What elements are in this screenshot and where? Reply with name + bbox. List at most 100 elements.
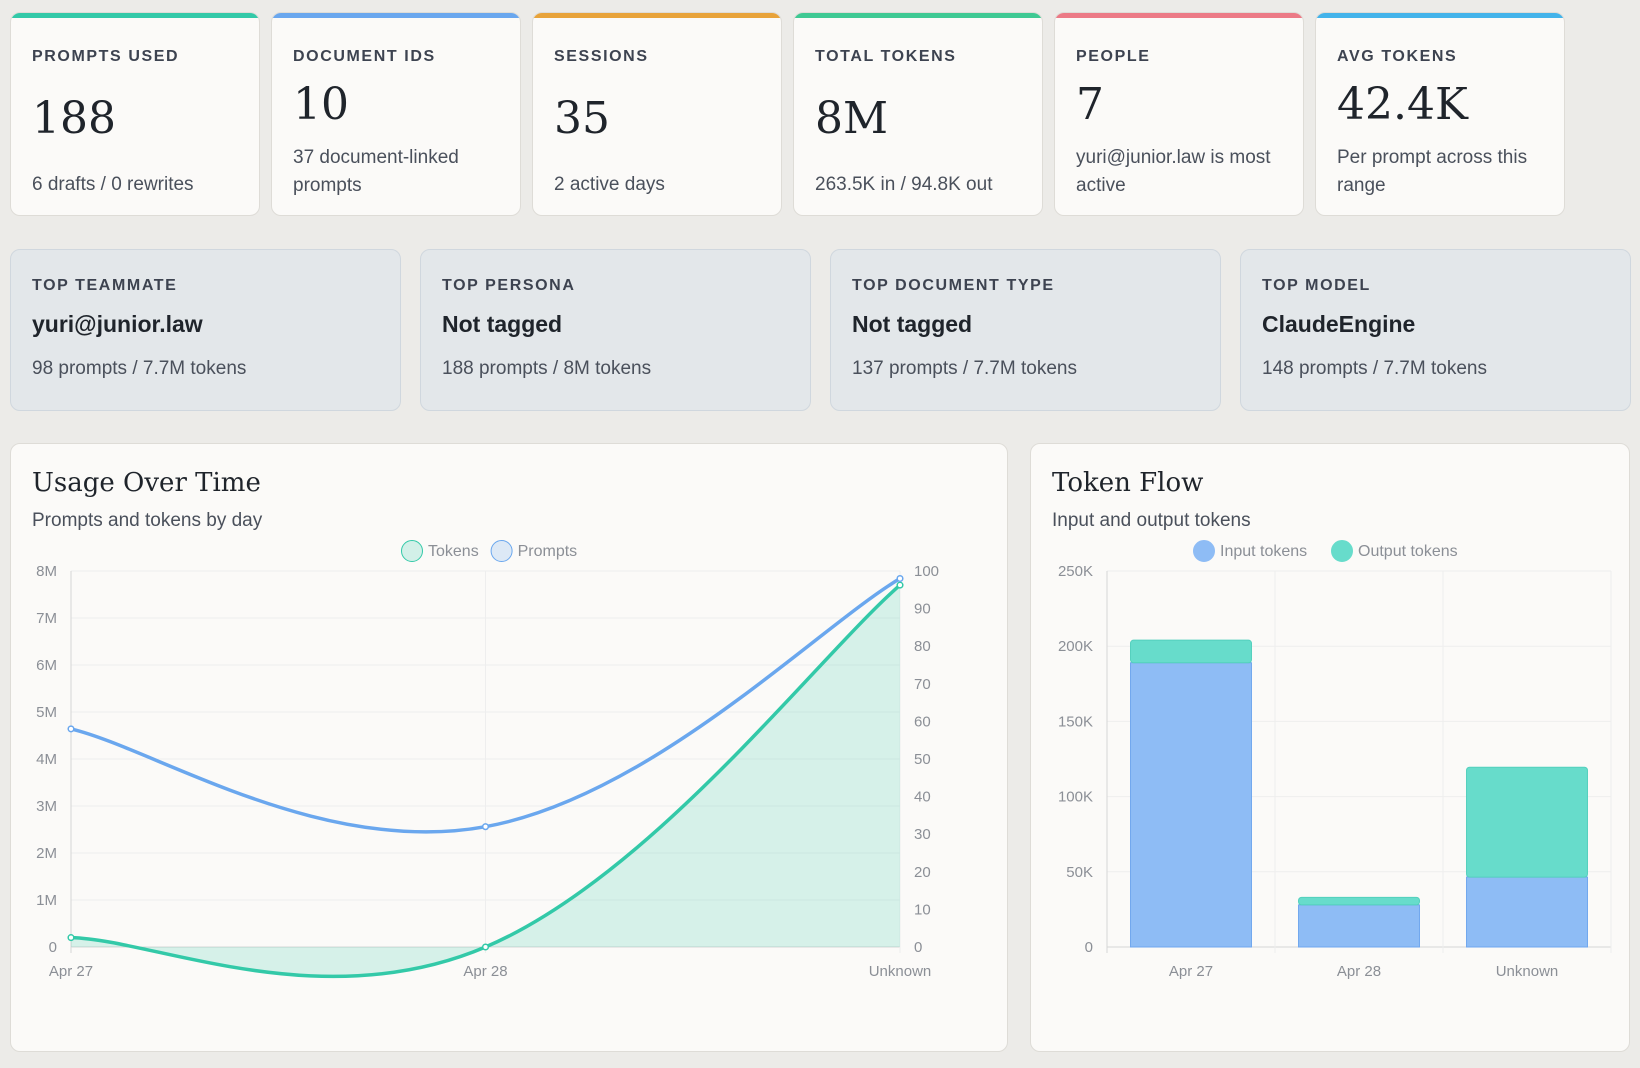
data-point xyxy=(896,574,904,583)
y2-tick-label: 90 xyxy=(914,601,931,618)
highlight-label: TOP MODEL xyxy=(1262,277,1371,294)
stat-sub: Per prompt across this range xyxy=(1337,147,1528,196)
y2-tick-label: 30 xyxy=(914,826,931,843)
highlight-value: ClaudeEngine xyxy=(1262,311,1416,337)
y2-tick-label: 70 xyxy=(914,676,931,693)
stat-value: 10 xyxy=(293,79,349,130)
y-tick-label: 4M xyxy=(36,751,57,768)
highlight-sub: 137 prompts / 7.7M tokens xyxy=(852,358,1077,379)
stat-sub: 37 document-linked prompts xyxy=(293,147,459,196)
data-point xyxy=(67,934,75,942)
stat-label: AVG TOKENS xyxy=(1337,48,1458,65)
series-area-tokens xyxy=(71,585,900,977)
stat-card-sessions: SESSIONS 35 2 active days xyxy=(532,12,782,216)
usage-over-time-panel: Usage Over Time Prompts and tokens by da… xyxy=(10,443,1008,1052)
legend-swatch xyxy=(490,540,513,562)
y2-tick-label: 40 xyxy=(914,789,931,806)
accent-bar xyxy=(11,13,259,18)
data-point xyxy=(481,823,490,831)
x-tick-label: Unknown xyxy=(869,963,932,980)
highlight-top-document-type: TOP DOCUMENT TYPE Not tagged 137 prompts… xyxy=(830,249,1221,411)
data-point xyxy=(67,725,75,733)
panel-subtitle: Prompts and tokens by day xyxy=(32,510,263,531)
stat-label: PROMPTS USED xyxy=(32,48,180,65)
x-tick-label: Apr 27 xyxy=(49,963,93,980)
bar-input-tokens xyxy=(1466,876,1588,948)
panel-subtitle: Input and output tokens xyxy=(1052,510,1251,531)
stat-card-document-ids: DOCUMENT IDS 10 37 document-linked promp… xyxy=(271,12,521,216)
highlight-sub: 148 prompts / 7.7M tokens xyxy=(1262,358,1487,379)
accent-bar xyxy=(533,13,781,18)
accent-bar xyxy=(794,13,1042,18)
legend-label: Input tokens xyxy=(1220,543,1307,560)
y2-tick-label: 80 xyxy=(914,638,931,655)
highlight-value: yuri@junior.law xyxy=(32,311,203,337)
y-tick-label: 0 xyxy=(49,939,57,956)
data-point xyxy=(481,943,490,951)
stat-sub: 263.5K in / 94.8K out xyxy=(815,174,993,195)
y2-tick-label: 20 xyxy=(914,864,931,881)
accent-bar xyxy=(1316,13,1564,18)
y2-tick-label: 60 xyxy=(914,713,931,730)
panel-title: Usage Over Time xyxy=(32,468,261,498)
y-tick-label: 100K xyxy=(1058,789,1093,806)
y-tick-label: 50K xyxy=(1066,864,1093,881)
usage-chart[interactable]: 0 1M 2M 3M 4M 5M 6M 7M 8M 0 10 20 30 40 50 60 70 80 90 100 A… xyxy=(11,444,1009,1053)
stat-sub: yuri@junior.law is most active xyxy=(1076,147,1271,196)
stat-value: 188 xyxy=(32,93,116,144)
highlight-sub: 98 prompts / 7.7M tokens xyxy=(32,358,247,379)
bar-input-tokens xyxy=(1130,662,1252,948)
legend-swatch xyxy=(1193,540,1215,562)
y-tick-label: 6M xyxy=(36,657,57,674)
y-tick-label: 8M xyxy=(36,563,57,580)
stat-card-total-tokens: TOTAL TOKENS 8M 263.5K in / 94.8K out xyxy=(793,12,1043,216)
legend-swatch xyxy=(1331,540,1353,562)
panel-title: Token Flow xyxy=(1052,468,1204,498)
legend-label: Prompts xyxy=(518,543,578,560)
legend-label: Output tokens xyxy=(1358,543,1458,560)
bar-output-tokens xyxy=(1298,896,1420,906)
stat-label: PEOPLE xyxy=(1076,48,1151,65)
stat-card-people: PEOPLE 7 yuri@junior.law is most active xyxy=(1054,12,1304,216)
x-tick-label: Apr 28 xyxy=(463,963,507,980)
x-tick-label: Apr 28 xyxy=(1337,963,1381,980)
accent-bar xyxy=(272,13,520,18)
highlight-label: TOP TEAMMATE xyxy=(32,277,178,294)
x-tick-label: Unknown xyxy=(1496,963,1559,980)
y-tick-label: 0 xyxy=(1085,939,1093,956)
token-flow-chart[interactable]: 0 50K 100K 150K 200K 250K Apr 27 Apr 28 Unknown I… xyxy=(1031,444,1631,1053)
stat-label: TOTAL TOKENS xyxy=(815,48,957,65)
highlight-top-teammate: TOP TEAMMATE yuri@junior.law 98 prompts … xyxy=(10,249,401,411)
x-tick-label: Apr 27 xyxy=(1169,963,1213,980)
y-tick-label: 250K xyxy=(1058,563,1093,580)
y-tick-label: 5M xyxy=(36,704,57,721)
bar-output-tokens xyxy=(1130,639,1252,664)
stat-value: 42.4K xyxy=(1337,79,1468,130)
highlight-top-persona: TOP PERSONA Not tagged 188 prompts / 8M … xyxy=(420,249,811,411)
bar-output-tokens xyxy=(1466,766,1588,878)
stat-value: 7 xyxy=(1076,79,1104,130)
bar-input-tokens xyxy=(1298,904,1420,948)
highlight-label: TOP DOCUMENT TYPE xyxy=(852,277,1055,294)
y-tick-label: 3M xyxy=(36,798,57,815)
accent-bar xyxy=(1055,13,1303,18)
highlight-value: Not tagged xyxy=(852,311,973,337)
stat-label: SESSIONS xyxy=(554,48,649,65)
stat-card-prompts-used: PROMPTS USED 188 6 drafts / 0 rewrites xyxy=(10,12,260,216)
highlight-value: Not tagged xyxy=(442,311,563,337)
y2-tick-label: 0 xyxy=(914,939,922,956)
highlight-top-model: TOP MODEL ClaudeEngine 148 prompts / 7.7… xyxy=(1240,249,1631,411)
legend-swatch xyxy=(401,540,423,562)
stat-value: 35 xyxy=(554,93,610,144)
y-tick-label: 7M xyxy=(36,610,57,627)
y-tick-label: 1M xyxy=(36,892,57,909)
y2-tick-label: 10 xyxy=(914,901,931,918)
token-flow-panel: Token Flow Input and output tokens 0 50K 1… xyxy=(1030,443,1630,1052)
stat-sub: 2 active days xyxy=(554,174,665,195)
stat-value: 8M xyxy=(815,93,889,144)
legend-label: Tokens xyxy=(428,543,479,560)
y-tick-label: 2M xyxy=(36,845,57,862)
stat-label: DOCUMENT IDS xyxy=(293,48,436,65)
y2-tick-label: 50 xyxy=(914,751,931,768)
stat-card-avg-tokens: AVG TOKENS 42.4K Per prompt across this … xyxy=(1315,12,1565,216)
